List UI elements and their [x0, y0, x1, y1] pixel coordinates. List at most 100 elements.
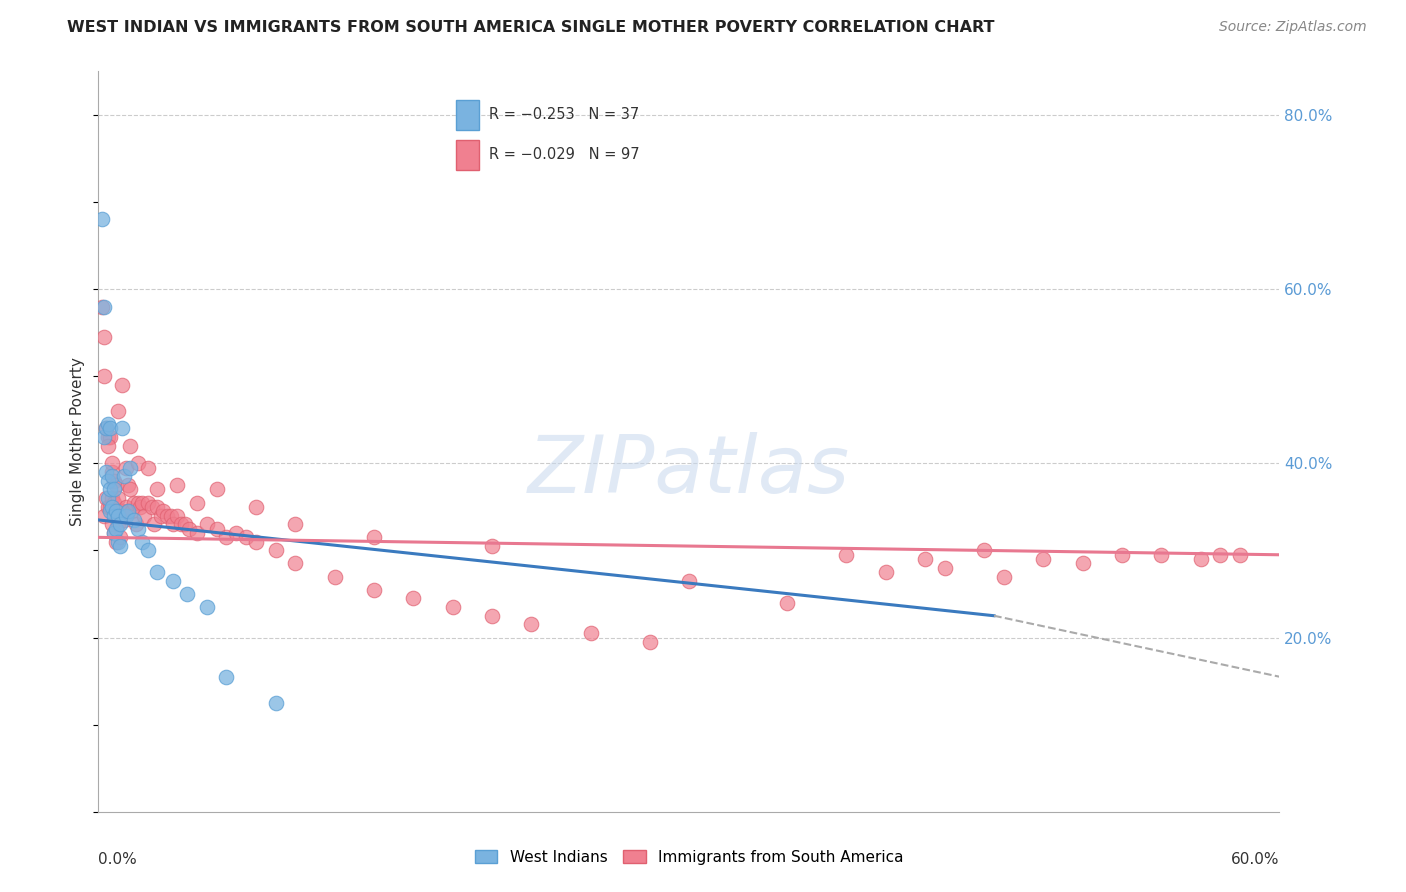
Point	[108, 504, 131, 518]
Point	[103, 495, 125, 509]
Point	[93, 508, 115, 523]
Point	[122, 495, 145, 509]
Point	[127, 522, 149, 536]
Point	[402, 591, 425, 606]
Point	[98, 421, 121, 435]
Point	[1032, 552, 1054, 566]
Point	[97, 500, 120, 514]
Point	[111, 504, 134, 518]
Point	[441, 600, 464, 615]
Point	[150, 508, 173, 523]
Point	[141, 500, 163, 514]
Point	[481, 608, 503, 623]
Point	[96, 491, 118, 505]
Point	[520, 617, 543, 632]
Point	[973, 543, 995, 558]
Point	[105, 478, 128, 492]
Point	[115, 460, 138, 475]
Point	[103, 508, 125, 523]
Point	[264, 696, 287, 710]
Point	[284, 557, 307, 571]
Point	[121, 504, 143, 518]
Point	[162, 574, 184, 588]
Point	[195, 517, 218, 532]
Point	[1229, 548, 1251, 562]
Point	[97, 491, 120, 505]
Point	[112, 469, 135, 483]
Point	[225, 526, 247, 541]
Text: Source: ZipAtlas.com: Source: ZipAtlas.com	[1219, 20, 1367, 34]
Point	[215, 670, 238, 684]
Point	[97, 430, 120, 444]
Point	[1209, 548, 1232, 562]
Point	[323, 569, 346, 583]
Point	[993, 569, 1015, 583]
Point	[112, 513, 135, 527]
Point	[103, 474, 125, 488]
Point	[125, 517, 148, 532]
Point	[235, 530, 257, 544]
Point	[1071, 557, 1094, 571]
Point	[111, 421, 134, 435]
Point	[101, 456, 124, 470]
Point	[91, 212, 114, 227]
Point	[93, 369, 115, 384]
Point	[776, 596, 799, 610]
Point	[166, 508, 188, 523]
Point	[105, 504, 128, 518]
Point	[875, 565, 897, 579]
Point	[96, 465, 118, 479]
Text: WEST INDIAN VS IMMIGRANTS FROM SOUTH AMERICA SINGLE MOTHER POVERTY CORRELATION C: WEST INDIAN VS IMMIGRANTS FROM SOUTH AME…	[67, 20, 995, 35]
Point	[108, 517, 131, 532]
Point	[131, 495, 153, 509]
Point	[146, 500, 169, 514]
Point	[128, 500, 150, 514]
Point	[127, 495, 149, 509]
Point	[97, 439, 120, 453]
Point	[96, 421, 118, 435]
Point	[264, 543, 287, 558]
Point	[176, 587, 198, 601]
Point	[105, 534, 128, 549]
Point	[107, 534, 129, 549]
Point	[678, 574, 700, 588]
Point	[205, 522, 228, 536]
Point	[93, 330, 115, 344]
Point	[101, 491, 124, 505]
Point	[107, 508, 129, 523]
Point	[162, 517, 184, 532]
Point	[174, 517, 197, 532]
Point	[934, 561, 956, 575]
Point	[93, 300, 115, 314]
Legend: West Indians, Immigrants from South America: West Indians, Immigrants from South Amer…	[468, 844, 910, 871]
Point	[103, 526, 125, 541]
Point	[96, 421, 118, 435]
Point	[108, 539, 131, 553]
Point	[146, 483, 169, 497]
Point	[101, 517, 124, 532]
Point	[914, 552, 936, 566]
Point	[117, 478, 139, 492]
Point	[835, 548, 858, 562]
Point	[205, 483, 228, 497]
Point	[118, 460, 141, 475]
Point	[117, 504, 139, 518]
Point	[101, 500, 124, 514]
Point	[136, 495, 159, 509]
Point	[195, 600, 218, 615]
Point	[245, 500, 267, 514]
Point	[136, 460, 159, 475]
Text: ZIPatlas: ZIPatlas	[527, 432, 851, 510]
Point	[97, 474, 120, 488]
Point	[105, 522, 128, 536]
Point	[284, 517, 307, 532]
Point	[215, 530, 238, 544]
Point	[146, 565, 169, 579]
Point	[1150, 548, 1173, 562]
Point	[101, 469, 124, 483]
Point	[156, 508, 179, 523]
Point	[131, 534, 153, 549]
Point	[117, 504, 139, 518]
Point	[98, 504, 121, 518]
Point	[118, 483, 141, 497]
